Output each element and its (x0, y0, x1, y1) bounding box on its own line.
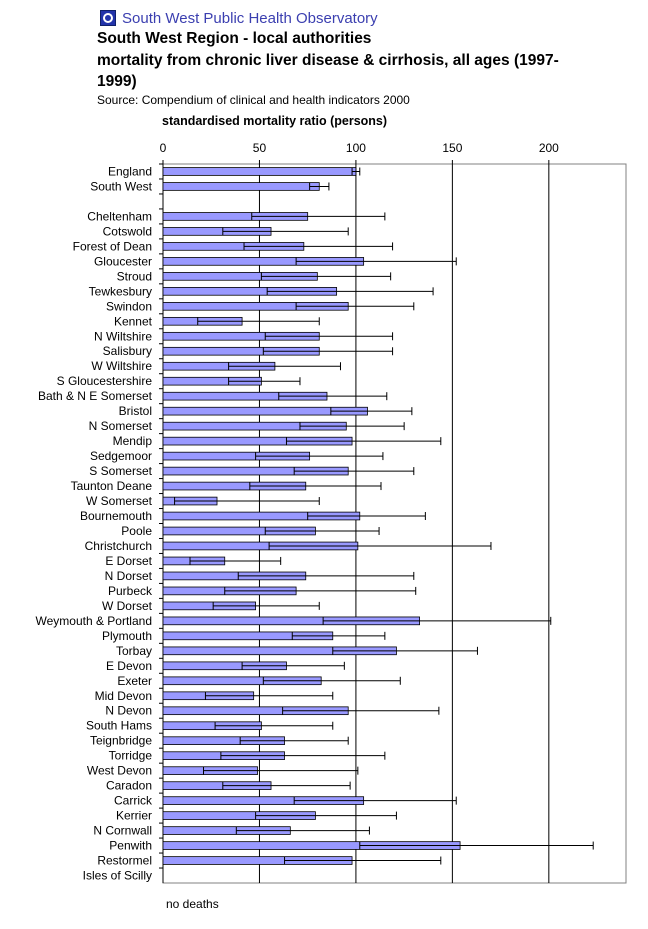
category-label: Teignbridge (90, 734, 152, 748)
category-label: Kerrier (116, 809, 152, 823)
category-label: Cheltenham (87, 209, 152, 223)
category-label: South West (90, 179, 152, 193)
category-label: Christchurch (85, 539, 152, 553)
chart-source: Source: Compendium of clinical and healt… (97, 93, 410, 107)
category-label: Gloucester (94, 254, 152, 268)
chart-title-line-2: mortality from chronic liver disease & c… (97, 52, 559, 69)
footnote: no deaths (166, 897, 219, 911)
category-label: Bournemouth (80, 509, 152, 523)
bar (162, 167, 357, 176)
category-label: Carrick (114, 794, 153, 808)
category-label: Stroud (117, 269, 152, 283)
category-label: E Dorset (105, 554, 152, 568)
bar (162, 182, 320, 191)
category-label: Isles of Scilly (83, 869, 152, 883)
category-label: S Somerset (89, 464, 152, 478)
x-tick-label: 50 (253, 141, 267, 155)
category-label: Kennet (114, 314, 153, 328)
plot-area (162, 163, 627, 884)
category-label: N Wiltshire (94, 329, 152, 343)
category-label: W Somerset (86, 494, 153, 508)
x-tick-label: 150 (442, 141, 462, 155)
chart-title-line-1: South West Region - local authorities (97, 30, 372, 47)
category-label: Bath & N E Somerset (38, 389, 153, 403)
category-label: N Dorset (105, 569, 153, 583)
chart-title-line-3: 1999) (97, 73, 137, 90)
category-label: Mendip (113, 434, 153, 448)
category-label: N Cornwall (93, 824, 152, 838)
x-tick-label: 0 (160, 141, 167, 155)
x-tick-label: 100 (346, 141, 366, 155)
category-label: Plymouth (102, 629, 152, 643)
category-label: Weymouth & Portland (35, 614, 152, 628)
category-label: W Dorset (102, 599, 153, 613)
org-name: South West Public Health Observatory (122, 9, 378, 27)
category-label: Bristol (119, 404, 152, 418)
category-label: South Hams (86, 719, 152, 733)
category-label: Tewkesbury (89, 284, 152, 298)
category-label: Salisbury (103, 344, 152, 358)
category-label: Swindon (106, 299, 152, 313)
category-label: Cotswold (103, 224, 152, 238)
category-label: Penwith (109, 839, 152, 853)
org-header: South West Public Health Observatory (100, 9, 378, 27)
x-axis-title: standardised mortality ratio (persons) (162, 114, 388, 128)
category-label: Forest of Dean (73, 239, 152, 253)
category-label: E Devon (106, 659, 152, 673)
category-label: Exeter (117, 674, 152, 688)
category-label: Torridge (109, 749, 153, 763)
category-label: Poole (121, 524, 152, 538)
category-label: Taunton Deane (71, 479, 153, 493)
category-label: West Devon (87, 764, 152, 778)
category-label: England (108, 164, 152, 178)
swpho-logo-icon (100, 10, 116, 26)
category-label: N Devon (105, 704, 152, 718)
category-label: Sedgemoor (90, 449, 152, 463)
category-label: Caradon (106, 779, 152, 793)
category-label: Purbeck (108, 584, 153, 598)
category-label: W Wiltshire (91, 359, 152, 373)
category-label: Torbay (116, 644, 152, 658)
x-tick-label: 200 (539, 141, 559, 155)
category-label: Restormel (97, 854, 152, 868)
category-label: S Gloucestershire (57, 374, 153, 388)
category-label: Mid Devon (95, 689, 152, 703)
category-label: N Somerset (89, 419, 153, 433)
